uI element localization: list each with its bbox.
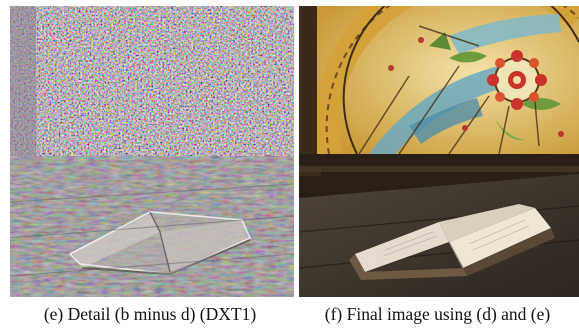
final-image-panel xyxy=(299,6,579,297)
window-frame xyxy=(299,6,321,176)
detail-image xyxy=(10,6,294,297)
caption-panel-f: (f) Final image using (d) and (e) xyxy=(324,304,551,324)
detail-book-outline xyxy=(68,211,252,276)
rosette xyxy=(487,50,547,110)
caption-panel-e: (e) Detail (b minus d) (DXT1) xyxy=(43,304,257,324)
detail-window-region xyxy=(10,6,294,176)
stained-glass-window xyxy=(317,6,579,154)
final-image xyxy=(299,6,579,297)
open-book xyxy=(349,204,555,280)
detail-image-panel xyxy=(10,6,294,297)
